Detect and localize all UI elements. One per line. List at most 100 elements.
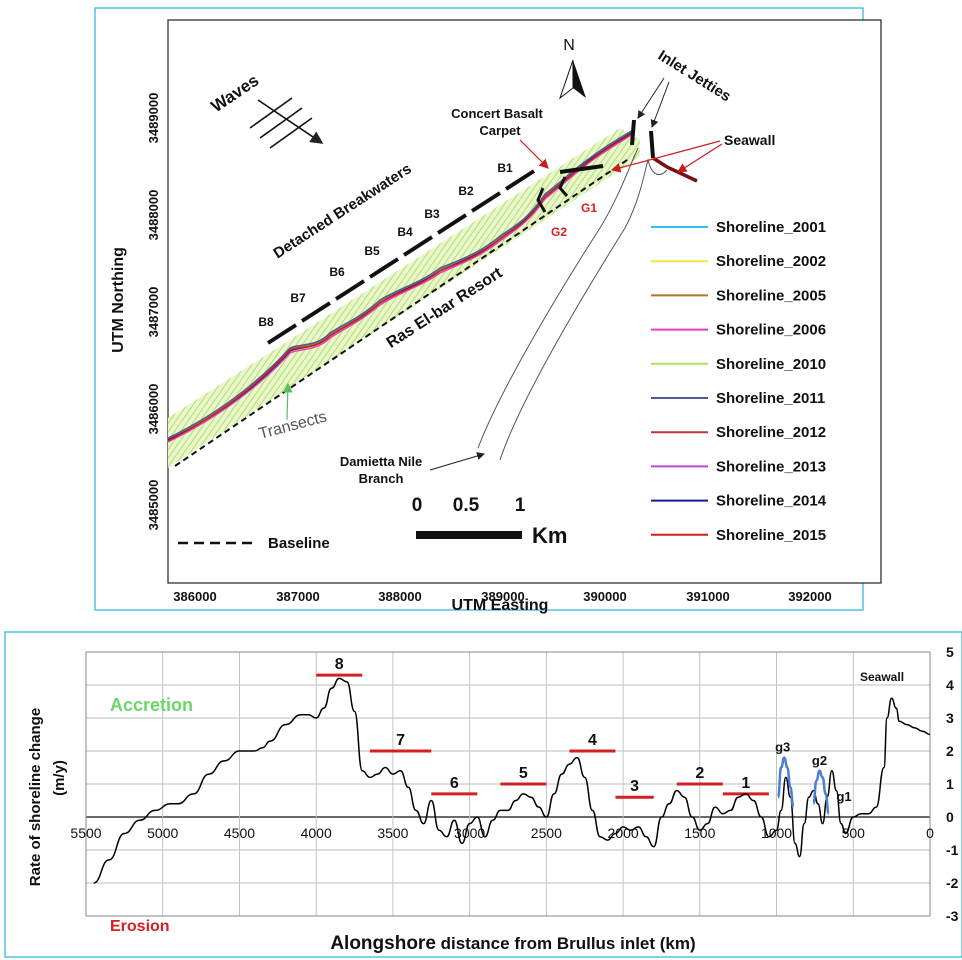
breakwater-number: 1: [741, 775, 750, 792]
y-tick: 3487000: [146, 287, 161, 338]
x-tick: 387000: [276, 589, 319, 604]
breakwater-segment: [300, 301, 332, 323]
y-tick: 3485000: [146, 480, 161, 531]
y-tick-label: 2: [946, 743, 954, 759]
wave-crest: [259, 107, 303, 139]
legend-label: Shoreline_2014: [716, 493, 827, 510]
x-tick-label: 500: [842, 825, 866, 841]
x-tick-label: 4500: [224, 825, 255, 841]
y-tick-label: -2: [946, 875, 959, 891]
scale-tick: 1: [515, 495, 526, 516]
scale-unit: Km: [532, 523, 567, 548]
seawall-pointer: [610, 140, 721, 173]
seawall-line: [652, 156, 698, 183]
breakwater-segment: [266, 323, 298, 345]
breakwater-segment: [559, 164, 604, 174]
jetty-west: [630, 119, 636, 146]
chart-breakwaters: 8 7 6 5 4 3 2 1: [316, 656, 769, 799]
groin-g1: [558, 176, 569, 197]
x-tick: 390000: [583, 589, 626, 604]
scale-tick: 0: [412, 495, 423, 516]
breakwater-number: 6: [450, 775, 459, 792]
groin-g2: [536, 187, 547, 213]
legend-label: Shoreline_2015: [716, 527, 826, 544]
x-tick-label: 5000: [147, 825, 178, 841]
y-tick-label: -1: [946, 842, 959, 858]
y-tick-label: 1: [946, 776, 954, 792]
y-tick-label: 5: [946, 644, 954, 660]
north-arrow-icon: [558, 59, 586, 100]
chart-y-axis-label-line1: Rate of shoreline change: [27, 708, 44, 886]
legend-label: Shoreline_2012: [716, 424, 826, 441]
shoreline-2011: [167, 129, 634, 439]
scale-bar: 0 0.5 1 Km: [412, 495, 568, 548]
label-seawall: Seawall: [724, 132, 775, 148]
breakwater-number: 8: [335, 656, 344, 673]
breakwater-segment: [334, 279, 366, 301]
wave-crest: [269, 117, 313, 149]
legend-label: Shoreline_2010: [716, 356, 826, 373]
north-label: N: [563, 37, 575, 54]
breakwater-label: B2: [458, 184, 474, 198]
y-tick: 3489000: [146, 93, 161, 144]
erosion-label: Erosion: [110, 918, 170, 935]
label-damietta-1: Damietta Nile: [340, 454, 422, 469]
x-tick-label: 0: [926, 825, 934, 841]
groin-label: g2: [812, 753, 827, 768]
x-tick: 386000: [173, 589, 216, 604]
y-tick: 3488000: [146, 190, 161, 241]
seawall-annotation: Seawall: [860, 670, 904, 684]
chart-x-axis-label-bold: Alongshore: [330, 933, 436, 954]
x-tick: 391000: [686, 589, 729, 604]
breakwater-label: B6: [329, 265, 345, 279]
breakwater-label: B3: [424, 207, 440, 221]
accretion-label: Accretion: [110, 695, 193, 715]
chart-panel: 5500 5000 4500 4000 3500 3000 2500 2000 1500 1000…: [4, 631, 962, 958]
legend-label: Shoreline_2001: [716, 219, 826, 236]
seawall-pointer: [676, 143, 723, 173]
transects-pointer: [282, 382, 293, 421]
chart-x-axis-label: Alongshore distance from Brullus inlet (…: [330, 933, 695, 954]
chart-x-axis-label-rest: distance from Brullus inlet (km): [441, 934, 696, 953]
chart-grid: [85, 651, 931, 917]
series-line-groin: [776, 756, 795, 809]
breakwater-label: B1: [497, 161, 513, 175]
jetty-pointer: [637, 77, 665, 119]
breakwater-segment: [504, 169, 536, 191]
legend-label: Shoreline_2006: [716, 322, 826, 339]
x-tick-label: 2500: [531, 825, 562, 841]
breakwater-number: 2: [695, 765, 704, 782]
chart-groin-labels: g3 g2 g1: [775, 740, 852, 805]
shoreline-2015: [167, 132, 634, 442]
breakwater-label: B5: [364, 244, 380, 258]
shoreline-2006: [167, 133, 634, 443]
scale-bar-rect: [416, 531, 522, 539]
label-concert-basalt-1: Concert Basalt: [451, 106, 543, 121]
series-line-groin: [812, 769, 830, 815]
y-tick-label: 3: [946, 710, 954, 726]
x-tick-label: 1500: [684, 825, 715, 841]
waves-symbol: [249, 97, 324, 149]
groin-label: g1: [836, 789, 851, 804]
north-arrow-right: [573, 60, 586, 98]
breakwater-number: 3: [630, 778, 639, 795]
map-x-ticks: 386000 387000 388000 389000 390000 39100…: [173, 589, 831, 604]
wave-direction-arrow: [257, 99, 324, 144]
x-tick-label: 3500: [377, 825, 408, 841]
map-panel: 386000 387000 388000 389000 390000 39100…: [94, 7, 882, 614]
breakwater-labels: B1 B2 B3 B4 B5 B6 B7 B8: [258, 161, 513, 329]
x-tick: 388000: [378, 589, 421, 604]
jetty-pointer: [650, 81, 670, 128]
scale-tick: 0.5: [453, 495, 480, 516]
baseline-legend-label: Baseline: [268, 535, 330, 552]
x-tick: 389000: [481, 589, 524, 604]
damietta-pointer: [429, 452, 485, 471]
groin-label: g3: [775, 740, 790, 755]
breakwater-label: B7: [290, 291, 306, 305]
chart-y-ticks: 5 4 3 2 1 0 -1 -2 -3: [946, 644, 959, 924]
damietta-branch: [477, 147, 668, 461]
concert-basalt-pointer: [519, 139, 549, 169]
x-tick-label: 4000: [301, 825, 332, 841]
breakwater-segment: [436, 213, 468, 235]
